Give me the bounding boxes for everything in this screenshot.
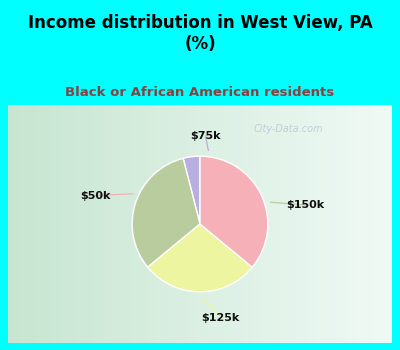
Wedge shape — [183, 156, 200, 224]
Text: $125k: $125k — [201, 313, 240, 323]
Wedge shape — [200, 156, 268, 267]
Text: Income distribution in West View, PA
(%): Income distribution in West View, PA (%) — [28, 14, 372, 53]
Wedge shape — [132, 158, 200, 267]
Text: $150k: $150k — [286, 200, 324, 210]
Text: $75k: $75k — [190, 131, 221, 141]
Wedge shape — [148, 224, 252, 292]
Text: Black or African American residents: Black or African American residents — [66, 86, 334, 99]
Text: $50k: $50k — [80, 190, 110, 201]
Text: City-Data.com: City-Data.com — [254, 124, 323, 134]
